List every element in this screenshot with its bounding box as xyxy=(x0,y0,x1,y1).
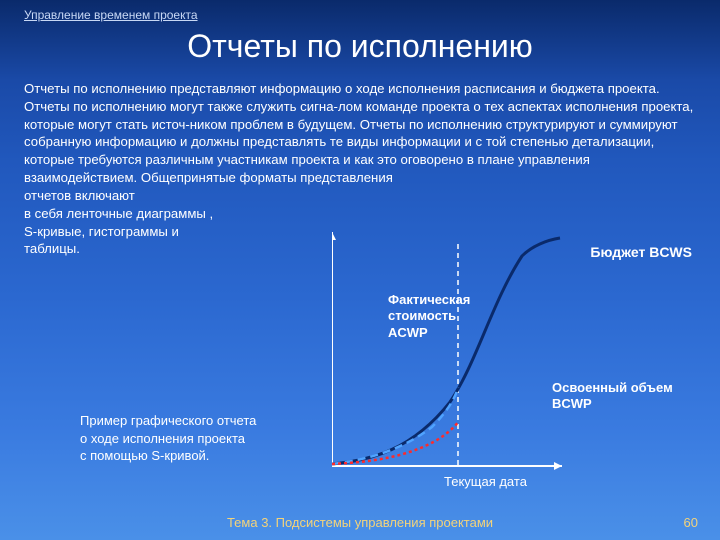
label-bcws-budget: Бюджет BCWS xyxy=(590,244,692,260)
footer-theme: Тема 3. Подсистемы управления проектами xyxy=(0,515,720,530)
paragraph-left-column: отчетов включаютв себя ленточные диаграм… xyxy=(24,187,329,258)
s-curve-chart xyxy=(332,232,562,472)
paragraph-full: Отчеты по исполнению представляют информ… xyxy=(24,81,693,185)
breadcrumb: Управление временем проекта xyxy=(24,8,198,22)
label-current-date: Текущая дата xyxy=(444,474,527,489)
series-bcws xyxy=(332,238,560,464)
page-number: 60 xyxy=(684,515,698,530)
page-title: Отчеты по исполнению xyxy=(0,28,720,65)
label-bcwp: Освоенный объемBCWP xyxy=(552,380,673,413)
chart-caption: Пример графического отчетао ходе исполне… xyxy=(80,412,310,465)
series-bcwp xyxy=(332,422,458,464)
series-acwp xyxy=(332,387,458,464)
